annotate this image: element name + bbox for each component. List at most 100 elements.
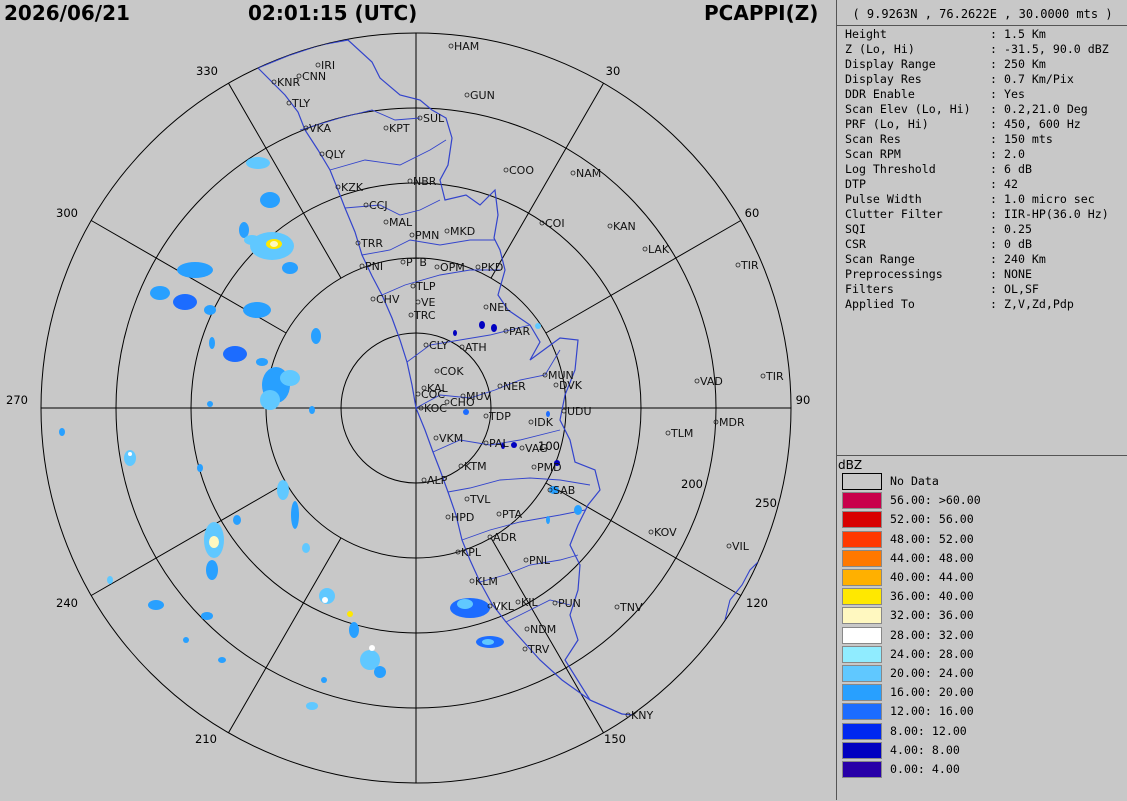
city-label: CHO (450, 396, 475, 409)
city-dot (552, 600, 558, 606)
city-dot (459, 344, 465, 350)
city-dot (760, 373, 766, 379)
city-dot (421, 385, 427, 391)
param-value: 1.5 Km (1004, 27, 1046, 41)
echo-cell (223, 346, 247, 362)
city-label: CCJ (369, 199, 388, 212)
city-marker: SAB (547, 484, 575, 497)
city-label: PUN (558, 597, 581, 610)
azimuth-spoke (90, 482, 287, 596)
city-dot (625, 712, 631, 718)
echo-cell (369, 645, 375, 651)
param-colon: : (990, 87, 997, 101)
city-dot (415, 299, 421, 305)
param-value: 240 Km (1004, 252, 1046, 266)
param-colon: : (990, 237, 997, 251)
legend-label: 32.00: 36.00 (890, 608, 974, 623)
param-key: PRF (Lo, Hi) (845, 117, 929, 131)
echo-cell (244, 235, 260, 245)
city-dot (542, 372, 548, 378)
city-label: COC (421, 388, 445, 401)
city-marker: PTA (496, 508, 522, 521)
city-dot (503, 167, 509, 173)
city-marker: VE (415, 296, 436, 309)
echo-cell (277, 480, 289, 500)
city-marker: HPD (445, 511, 474, 524)
city-dot (455, 549, 461, 555)
city-label: PTA (502, 508, 522, 521)
city-label: TVL (469, 493, 491, 506)
city-marker: PAR (503, 325, 530, 338)
city-dot (464, 92, 470, 98)
param-value: -31.5, 90.0 dBZ (1004, 42, 1109, 56)
param-value: 0.2,21.0 Deg (1004, 102, 1088, 116)
param-key: Display Range (845, 57, 936, 71)
district-boundaries (257, 39, 771, 717)
azimuth-spoke (228, 82, 342, 279)
city-label: KNY (631, 709, 653, 722)
azimuth-label: 240 (56, 596, 78, 610)
param-value: Yes (1004, 87, 1025, 101)
echo-cell (309, 406, 315, 414)
echo-cell (209, 536, 219, 548)
city-label: NAM (576, 167, 601, 180)
echo-cell (246, 157, 270, 169)
param-colon: : (990, 207, 997, 221)
range-labels: 100 200 250 (538, 439, 777, 510)
scan-date: 2026/06/21 (4, 1, 130, 25)
echo-cell (256, 358, 268, 366)
city-dot (335, 184, 341, 190)
param-row: Preprocessings: NONE (845, 267, 1109, 282)
legend-row: 28.00: 32.00 (842, 626, 1122, 644)
city-marker: KLM (469, 575, 498, 588)
city-label: ADR (493, 531, 517, 544)
city-label: KPT (389, 122, 410, 135)
city-label: PNL (529, 554, 551, 567)
city-marker: CHV (370, 293, 400, 306)
echo-cell (282, 262, 298, 274)
param-row: Z (Lo, Hi): -31.5, 90.0 dBZ (845, 42, 1109, 57)
city-marker: PKD (475, 261, 503, 274)
city-label: PNI (365, 260, 383, 273)
city-marker: HAM (448, 40, 479, 53)
param-row: Scan Range:240 Km (845, 252, 1109, 267)
param-value: 0 dB (1004, 237, 1032, 251)
param-colon: : (990, 177, 997, 191)
azimuth-label: 30 (606, 64, 621, 78)
city-label: COI (545, 217, 565, 230)
city-marker: KAL (421, 382, 449, 395)
param-row: Clutter Filter: IIR-HP(36.0 Hz) (845, 207, 1109, 222)
city-label: COK (440, 365, 464, 378)
city-label: SUL (423, 112, 445, 125)
city-label: HAM (454, 40, 479, 53)
param-value: OL,SF (1004, 282, 1039, 296)
city-marker: OPM (434, 261, 465, 274)
param-colon: : (990, 57, 997, 71)
city-marker: MUV (460, 390, 492, 403)
range-azimuth-grid (40, 32, 792, 784)
city-label: MUV (466, 390, 492, 403)
param-key: Scan RPM (845, 147, 901, 161)
city-dot (464, 496, 470, 502)
city-label: KIL (521, 596, 538, 609)
city-marker: TIR (735, 259, 759, 272)
param-colon: : (990, 267, 997, 281)
city-marker: UDU (561, 405, 592, 418)
city-marker: VAG (519, 442, 548, 455)
legend-swatch (842, 492, 882, 510)
legend-swatch (842, 473, 882, 490)
echo-cell (204, 305, 216, 315)
range-label: 100 (538, 439, 560, 453)
city-marker: COK (434, 365, 464, 378)
city-dot (561, 408, 567, 414)
legend-row: 32.00: 36.00 (842, 607, 1122, 625)
city-dot (547, 487, 553, 493)
scan-time: 02:01:15 (UTC) (248, 1, 418, 25)
city-marker: TLY (286, 97, 310, 110)
city-dot (434, 368, 440, 374)
city-label: PAL (489, 437, 509, 450)
param-row: Scan RPM:2.0 (845, 147, 1109, 162)
legend-label: 40.00: 44.00 (890, 570, 974, 584)
echo-cell (302, 543, 310, 553)
coastline (257, 67, 643, 717)
